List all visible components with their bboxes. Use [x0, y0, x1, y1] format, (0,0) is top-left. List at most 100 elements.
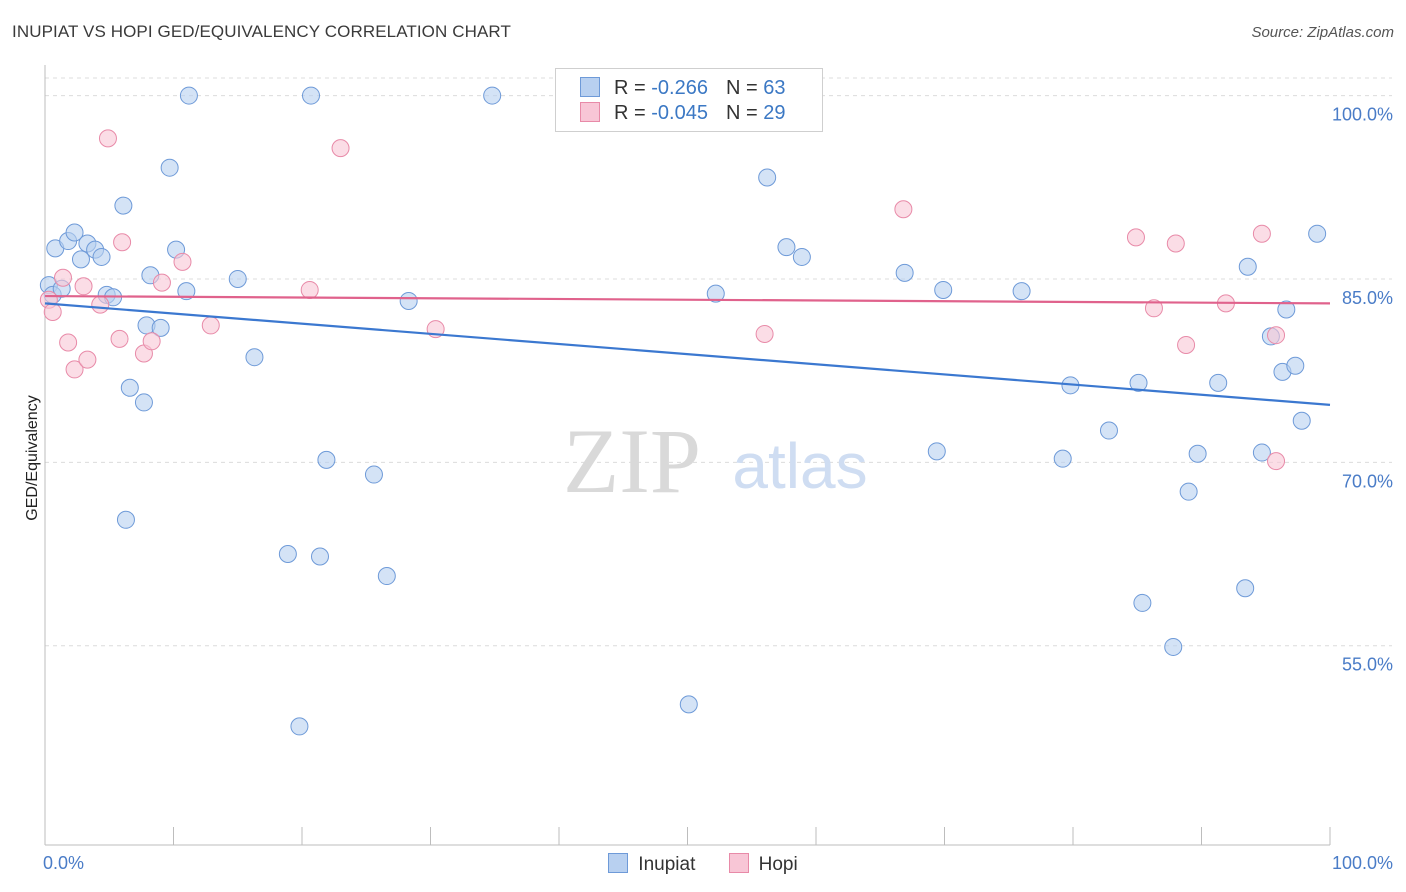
- inupiat-point: [364, 465, 383, 484]
- hopi-point: [110, 329, 129, 348]
- hopi-point: [894, 200, 913, 219]
- hopi-swatch: [580, 102, 600, 122]
- tick-labels: 55.0% 70.0% 85.0% 100.0% 0.0% 100.0%: [43, 105, 1393, 873]
- legend-row-hopi: R = -0.045 N = 29: [580, 102, 785, 125]
- hopi-point: [53, 268, 72, 287]
- inupiat-point: [1236, 579, 1255, 598]
- r-value: -0.266: [651, 77, 708, 99]
- inupiat-point: [1164, 637, 1183, 656]
- n-value: 29: [763, 102, 786, 124]
- hopi-point: [1177, 335, 1196, 354]
- inupiat-point: [1012, 282, 1031, 301]
- inupiat-point: [777, 238, 796, 257]
- inupiat-trend-line: [44, 302, 1331, 406]
- inupiat-point: [895, 263, 914, 282]
- series-legend: Inupiat Hopi: [0, 853, 1406, 876]
- hopi-point: [43, 302, 62, 321]
- watermark-atlas: atlas: [732, 430, 867, 502]
- hopi-point: [300, 280, 319, 299]
- hopi-point: [1267, 452, 1286, 471]
- hopi-point: [201, 316, 220, 335]
- x-tick-label: 0.0%: [43, 853, 84, 873]
- inupiat-point: [1209, 373, 1228, 392]
- hopi-point: [65, 360, 84, 379]
- hopi-point: [1267, 326, 1286, 345]
- hopi-point: [173, 252, 192, 271]
- inupiat-point: [1277, 300, 1296, 319]
- hopi-point: [1252, 224, 1271, 243]
- inupiat-point: [1286, 356, 1305, 375]
- hopi-point: [1126, 228, 1145, 247]
- hopi-point: [1166, 234, 1185, 253]
- inupiat-point: [71, 250, 90, 269]
- watermark-zip: ZIP: [563, 410, 701, 512]
- inupiat-point: [927, 442, 946, 461]
- inupiat-point: [278, 545, 297, 564]
- inupiat-point: [377, 567, 396, 586]
- inupiat-point: [1188, 444, 1207, 463]
- inupiat-point: [1252, 443, 1271, 462]
- inupiat-legend-swatch: [608, 853, 629, 873]
- inupiat-point: [228, 269, 247, 288]
- x-tick-label: 100.0%: [1332, 853, 1393, 873]
- inupiat-point: [160, 158, 179, 177]
- hopi-point: [98, 129, 117, 148]
- inupiat-point: [1238, 257, 1257, 276]
- trend-lines: [44, 294, 1331, 406]
- n-value: 63: [763, 77, 786, 99]
- legend-label-hopi: Hopi: [758, 854, 798, 875]
- r-label: R =: [614, 102, 646, 124]
- legend-stats: R = -0.266 N = 63 R = -0.045 N = 29: [555, 68, 823, 132]
- inupiat-point: [1179, 482, 1198, 501]
- axes: [44, 65, 1331, 846]
- inupiat-point: [301, 86, 320, 105]
- hopi-point: [1144, 299, 1163, 318]
- inupiat-point: [1099, 421, 1118, 440]
- inupiat-point: [151, 318, 170, 337]
- inupiat-point: [114, 196, 133, 215]
- inupiat-point: [92, 247, 111, 266]
- inupiat-point: [792, 247, 811, 266]
- inupiat-point: [317, 450, 336, 469]
- inupiat-point: [679, 695, 698, 714]
- inupiat-point: [1133, 593, 1152, 612]
- inupiat-swatch: [580, 77, 600, 97]
- source-credit: Source: ZipAtlas.com: [1251, 24, 1394, 41]
- inupiat-point: [1292, 411, 1311, 430]
- inupiat-point: [1129, 373, 1148, 392]
- inupiat-point: [758, 168, 777, 187]
- inupiat-point: [399, 291, 418, 310]
- inupiat-point: [934, 280, 953, 299]
- inupiat-point: [483, 86, 502, 105]
- y-tick-label: 100.0%: [1332, 105, 1393, 125]
- hopi-point: [331, 139, 350, 158]
- data-points: [39, 86, 1327, 736]
- hopi-trend-line: [44, 294, 1331, 305]
- chart-title: INUPIAT VS HOPI GED/EQUIVALENCY CORRELAT…: [12, 22, 511, 41]
- hopi-point: [142, 332, 161, 351]
- inupiat-point: [65, 223, 84, 242]
- inupiat-point: [1053, 449, 1072, 468]
- hopi-point: [755, 324, 774, 343]
- y-axis-label: GED/Equivalency: [24, 395, 41, 520]
- inupiat-point: [310, 547, 329, 566]
- r-value: -0.045: [651, 102, 708, 124]
- hopi-point: [113, 233, 132, 252]
- legend-item-inupiat: Inupiat: [608, 853, 695, 876]
- hopi-point: [91, 295, 110, 314]
- hopi-legend-swatch: [728, 853, 749, 873]
- inupiat-point: [134, 393, 153, 412]
- hopi-point: [152, 273, 171, 292]
- inupiat-point: [290, 717, 309, 736]
- inupiat-point: [245, 348, 264, 367]
- hopi-point: [78, 350, 97, 369]
- hopi-point: [74, 277, 93, 296]
- y-tick-label: 85.0%: [1342, 288, 1393, 308]
- n-label: N =: [725, 77, 758, 99]
- r-label: R =: [614, 77, 646, 99]
- y-tick-label: 55.0%: [1342, 655, 1393, 675]
- inupiat-point: [706, 284, 725, 303]
- legend-row-inupiat: R = -0.266 N = 63: [580, 77, 785, 100]
- legend-label-inupiat: Inupiat: [638, 854, 696, 875]
